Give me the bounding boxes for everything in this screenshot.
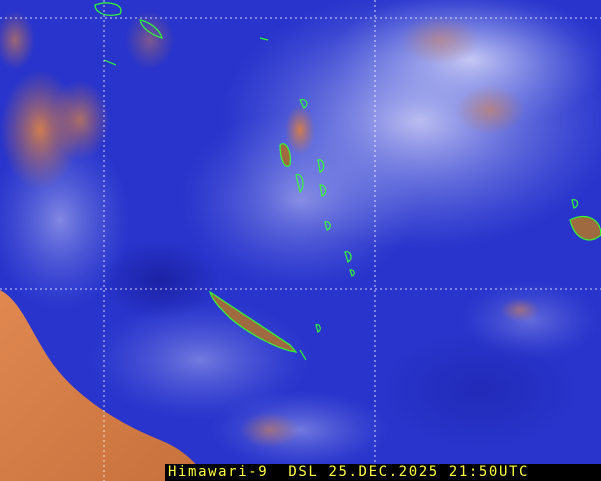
image-caption: Himawari-9 DSL 25.DEC.2025 21:50UTC (165, 464, 601, 481)
australia-landmass (0, 290, 210, 481)
coastlines (94, 2, 601, 361)
vanuatu-island (279, 143, 291, 167)
fiji-island (569, 215, 601, 241)
new-caledonia (209, 290, 298, 353)
convective-clouds (0, 10, 540, 448)
cloud-layer (0, 0, 601, 470)
